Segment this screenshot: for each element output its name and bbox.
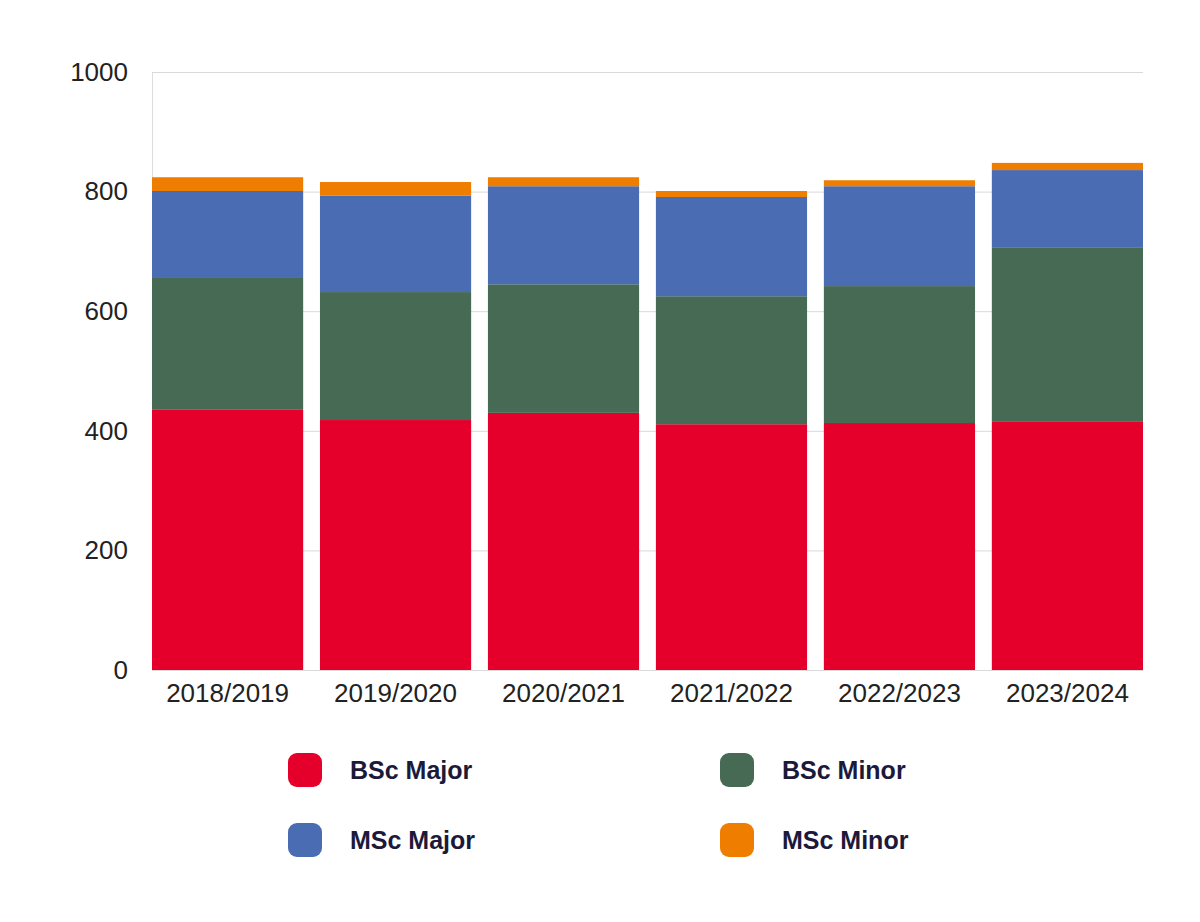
x-tick: 2020/2021: [502, 678, 625, 708]
bar: [320, 196, 471, 292]
bar: [992, 247, 1143, 421]
legend-label: BSc Major: [350, 756, 473, 784]
y-tick: 1000: [70, 57, 1143, 87]
x-tick: 2018/2019: [166, 678, 289, 708]
legend-swatch: [288, 823, 322, 857]
bar: [656, 296, 807, 424]
legend-swatch: [288, 753, 322, 787]
legend-item: BSc Major: [288, 753, 473, 787]
x-tick-label: 2018/2019: [166, 678, 289, 708]
grid-line: [152, 670, 1143, 671]
x-axis: 2018/2019 2019/2020 2020/2021 2021/2022 2022…: [166, 678, 1129, 708]
legend-label: BSc Minor: [782, 756, 906, 784]
series: [152, 170, 1143, 296]
bar: [488, 284, 639, 413]
bar: [992, 163, 1143, 170]
bar: [152, 177, 303, 191]
x-tick: 2022/2023: [838, 678, 961, 708]
bar: [320, 292, 471, 420]
bar: [488, 413, 639, 670]
bar: [152, 277, 303, 409]
bar: [656, 197, 807, 296]
y-tick-label: 200: [85, 535, 128, 565]
x-tick-label: 2019/2020: [334, 678, 457, 708]
bar: [320, 420, 471, 670]
bar: [992, 421, 1143, 670]
y-tick-label: 600: [85, 296, 128, 326]
y-tick-label: 800: [85, 176, 128, 206]
legend-swatch: [720, 823, 754, 857]
legend-item: BSc Minor: [720, 753, 906, 787]
x-tick: 2021/2022: [670, 678, 793, 708]
bar: [824, 286, 975, 423]
bar: [824, 180, 975, 186]
x-tick-label: 2020/2021: [502, 678, 625, 708]
x-tick-label: 2023/2024: [1006, 678, 1129, 708]
bar: [992, 170, 1143, 247]
bar: [824, 186, 975, 286]
chart: 0 200 400 600 800 1000 2018/2019 2019/2020 2020/…: [0, 0, 1200, 922]
x-tick: 2023/2024: [1006, 678, 1129, 708]
y-tick-label: 1000: [70, 57, 128, 87]
x-tick-label: 2021/2022: [670, 678, 793, 708]
bar: [152, 191, 303, 277]
legend: BSc Major BSc Minor MSc Major MSc Minor: [288, 753, 909, 857]
y-axis: 0 200 400 600 800 1000: [70, 57, 1143, 685]
bar: [152, 409, 303, 670]
legend-label: MSc Minor: [782, 826, 909, 854]
series: [152, 409, 1143, 670]
legend-item: MSc Major: [288, 823, 475, 857]
y-tick-label: 400: [85, 416, 128, 446]
bar: [488, 177, 639, 186]
legend-label: MSc Major: [350, 826, 475, 854]
bar: [320, 182, 471, 196]
bar: [824, 423, 975, 670]
x-tick-label: 2022/2023: [838, 678, 961, 708]
bar: [656, 191, 807, 197]
series: [152, 163, 1143, 197]
legend-item: MSc Minor: [720, 823, 909, 857]
x-tick: 2019/2020: [334, 678, 457, 708]
bar: [488, 186, 639, 284]
grid-line: [152, 72, 1143, 73]
bars: [152, 163, 1143, 670]
plot: 0 200 400 600 800 1000 2018/2019 2019/2020 2020/…: [70, 57, 1143, 709]
bar: [656, 424, 807, 670]
y-tick-label: 0: [114, 655, 128, 685]
legend-swatch: [720, 753, 754, 787]
